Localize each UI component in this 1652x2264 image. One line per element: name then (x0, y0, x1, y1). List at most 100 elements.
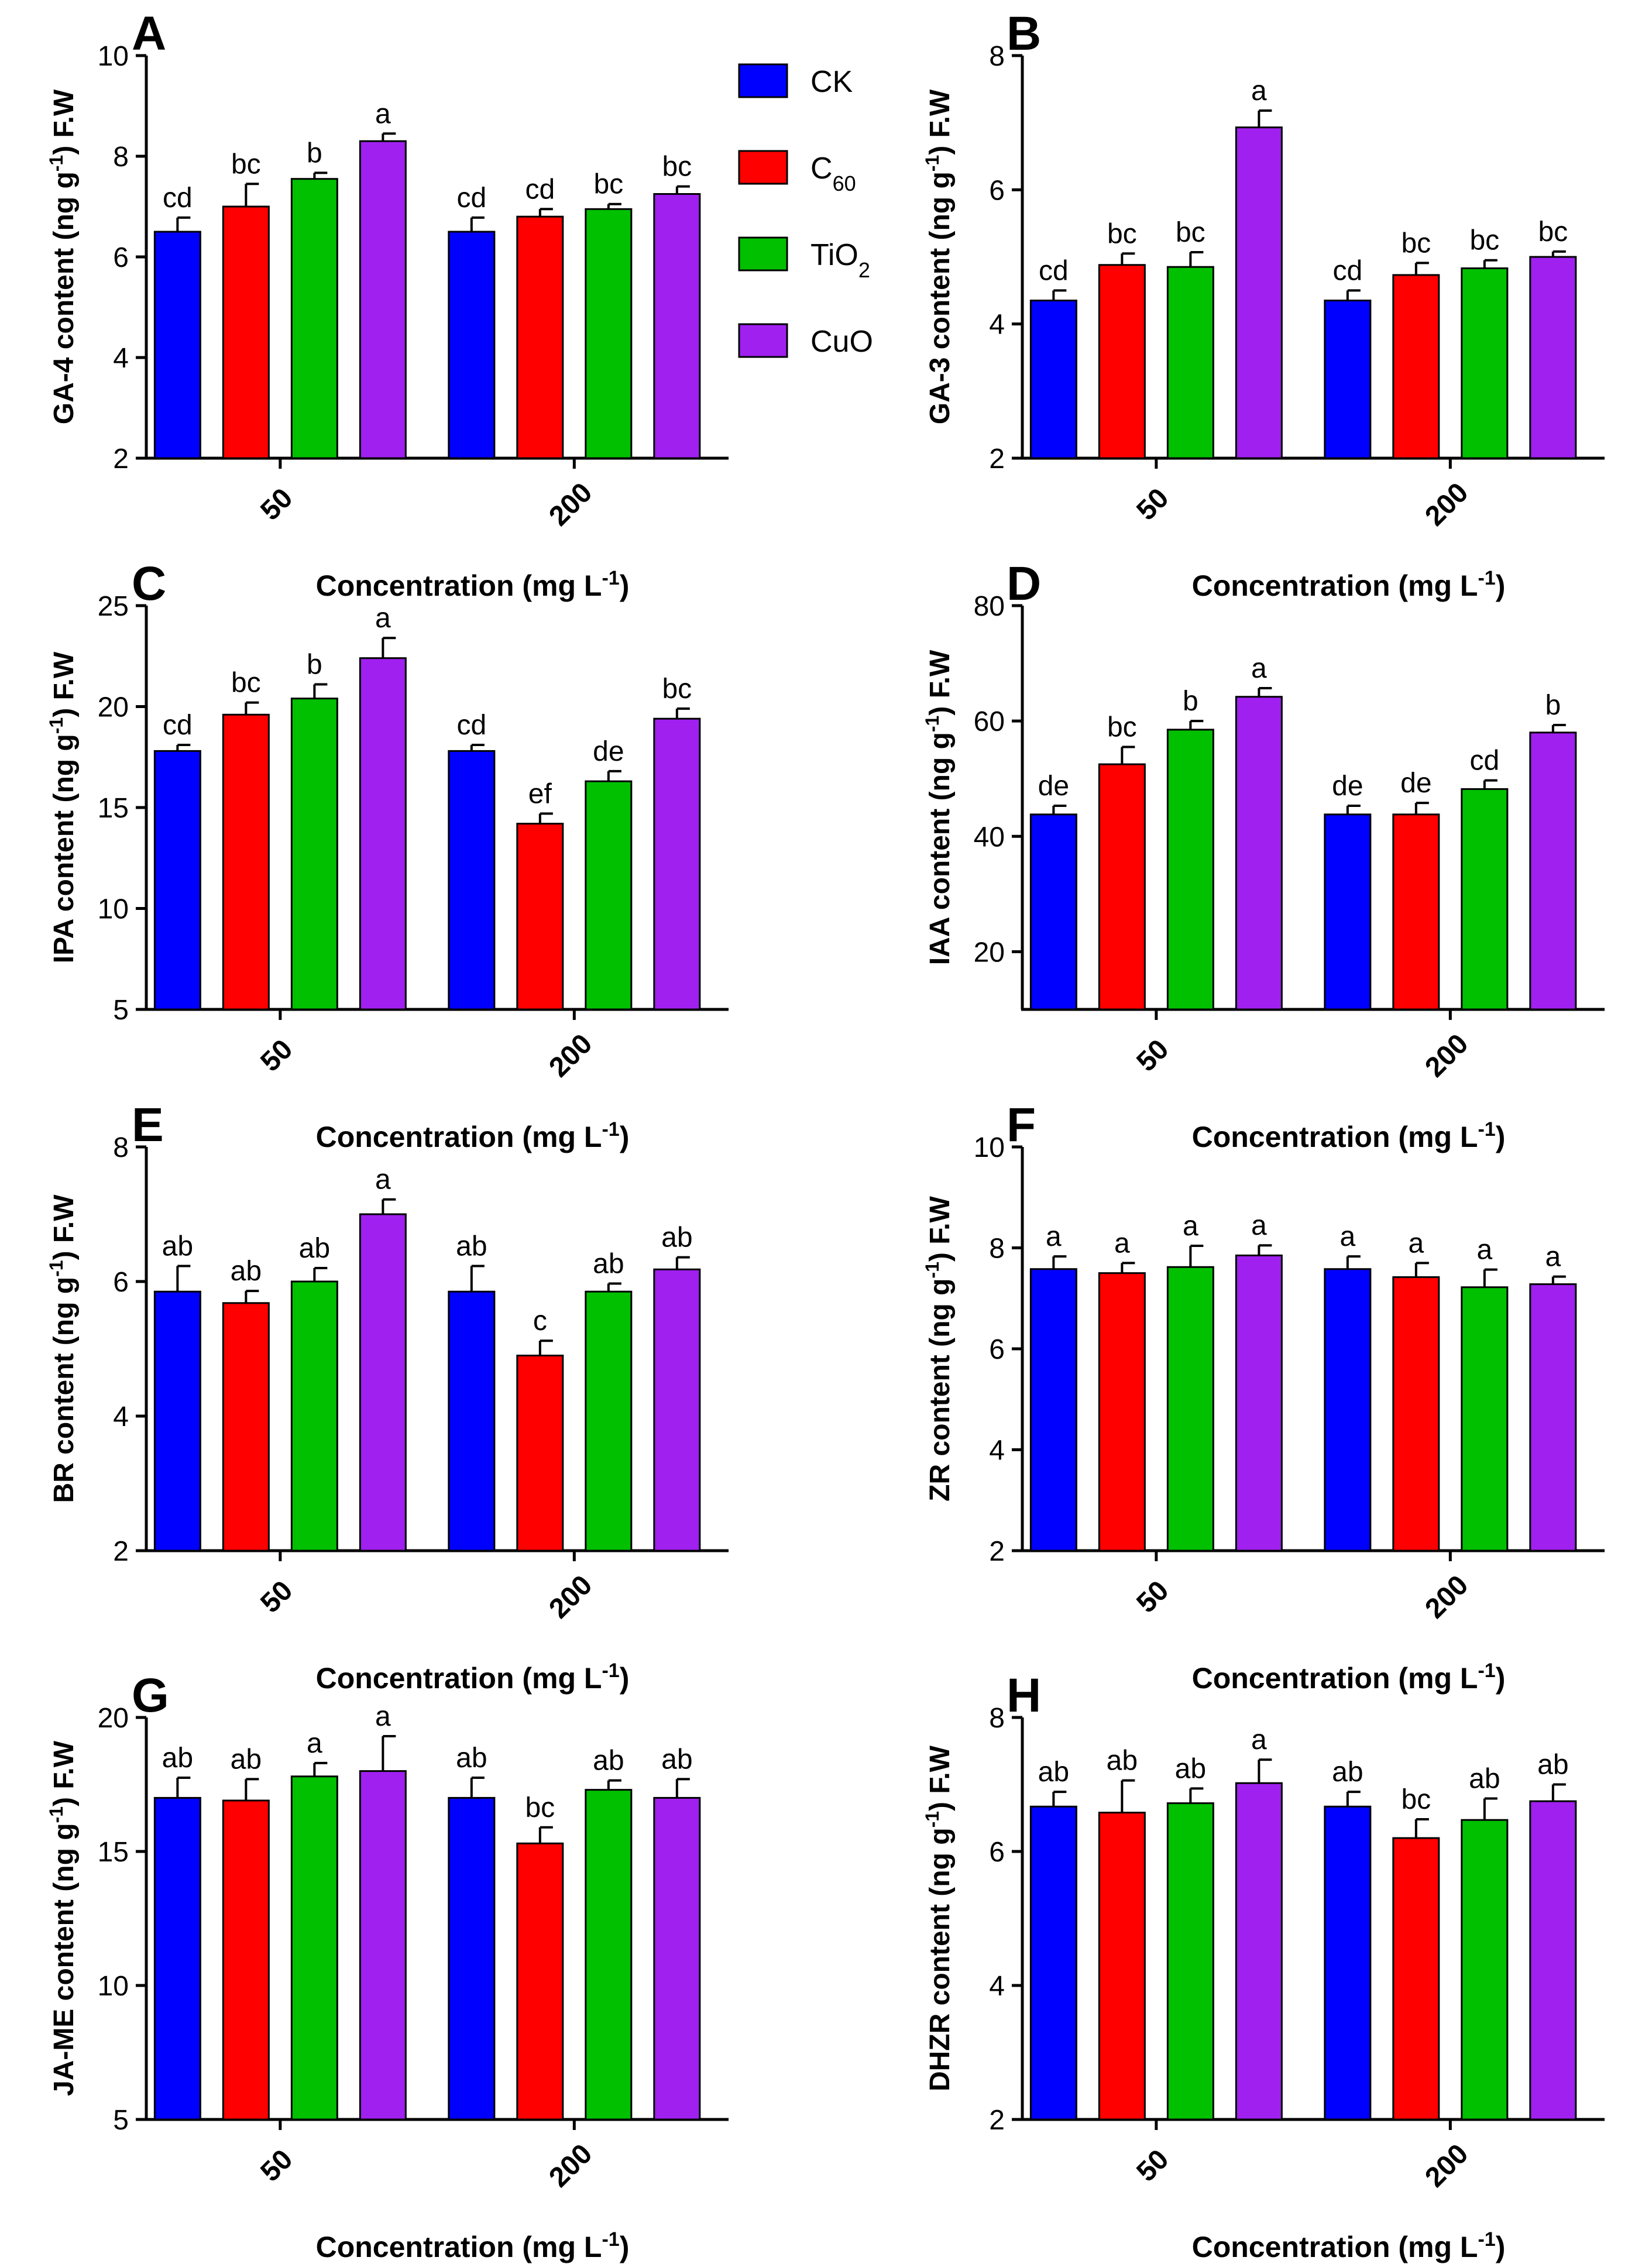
bar (1324, 813, 1372, 1011)
y-tick-label: 60 (974, 706, 1005, 737)
bar (153, 1290, 201, 1552)
x-axis-label: Concentration (mg L-1) (1192, 1118, 1506, 1153)
y-axis-label: BR content (ng g-1) F.W (46, 1194, 80, 1503)
significance-letter: a (1251, 75, 1267, 106)
significance-letter: b (307, 650, 322, 681)
y-tick-label: 15 (98, 1837, 129, 1868)
y-tick-label: 6 (989, 1837, 1005, 1868)
bar (448, 231, 496, 459)
bar (448, 750, 496, 1011)
bar (516, 1842, 564, 2121)
panel-h: 2 4 6 8 DHZR content (ng g-1) F.W Concentrati… (922, 1669, 1605, 2263)
y-tick-label: 20 (974, 937, 1005, 968)
significance-letter: ab (1175, 1753, 1206, 1784)
y-axis-label: IPA content (ng g-1) F.W (46, 651, 80, 963)
y-axis-label: DHZR content (ng g-1) F.W (922, 1745, 956, 2091)
significance-letter: b (1545, 690, 1561, 721)
panel-letter: G (132, 1669, 169, 1722)
panel-letter: F (1007, 1098, 1036, 1152)
significance-letter: de (593, 736, 624, 767)
significance-letter: cd (1332, 255, 1362, 286)
significance-letter: a (1183, 1211, 1198, 1242)
significance-letter: ab (661, 1744, 692, 1775)
significance-letter: cd (456, 183, 486, 214)
y-tick-label: 2 (989, 2105, 1005, 2136)
bar (290, 698, 338, 1011)
bar (516, 215, 564, 459)
bar (448, 1796, 496, 2121)
panel-g: 5 10 15 20 JA-ME content (ng g-1) F.W Concent… (46, 1669, 729, 2263)
significance-letter: a (1476, 1235, 1492, 1266)
y-tick-label: 6 (113, 242, 129, 273)
y-tick-label: 2 (989, 1536, 1005, 1567)
y-axis-label: ZR content (ng g-1) F.W (922, 1195, 956, 1501)
panel-e: 2 4 6 8 BR content (ng g-1) F.W Concentration… (46, 1098, 729, 1695)
significance-letter: bc (1107, 712, 1137, 743)
panel-letter: D (1007, 557, 1041, 610)
panel-letter: H (1007, 1669, 1041, 1722)
significance-letter: ab (593, 1746, 624, 1777)
bar (1324, 300, 1372, 459)
bar (290, 1775, 338, 2121)
significance-letter: bc (231, 668, 261, 699)
y-tick-label: 2 (113, 444, 129, 475)
significance-letter: a (375, 98, 391, 129)
bar (653, 1268, 701, 1552)
bar (1461, 1286, 1509, 1552)
y-tick-label: 4 (989, 310, 1005, 341)
significance-letter: b (307, 138, 322, 169)
bar (1461, 788, 1509, 1011)
legend-swatch (738, 236, 788, 272)
bar (585, 1789, 633, 2121)
panel-letter: A (132, 7, 166, 60)
y-tick-label: 20 (98, 692, 129, 723)
significance-letter: bc (1401, 1784, 1431, 1815)
x-tick-label: 200 (543, 477, 598, 532)
bar (1235, 696, 1283, 1011)
bar (222, 1302, 270, 1552)
bar (222, 1799, 270, 2121)
bar (585, 1290, 633, 1552)
x-tick-label: 50 (255, 1033, 298, 1077)
x-tick-label: 200 (1419, 2138, 1474, 2193)
significance-letter: ab (162, 1743, 193, 1774)
significance-letter: ab (593, 1248, 624, 1279)
x-tick-label: 50 (255, 482, 298, 526)
legend-swatch (738, 63, 788, 98)
x-tick-label: 50 (1131, 1033, 1174, 1077)
panel-c: 5 10 15 20 25 IPA content (ng g-1) F.W Concent… (46, 557, 729, 1153)
bar (1166, 1266, 1214, 1552)
bar (516, 823, 564, 1011)
bar (359, 657, 407, 1011)
x-axis-label: Concentration (mg L-1) (316, 2228, 630, 2263)
bar (1166, 266, 1214, 459)
x-tick-label: 200 (543, 2138, 598, 2193)
significance-letter: a (1545, 1242, 1561, 1273)
bar (1098, 763, 1146, 1011)
x-tick-label: 200 (1419, 477, 1474, 532)
significance-letter: ab (1537, 1750, 1568, 1781)
y-axis-label: GA-4 content (ng g-1) F.W (46, 89, 80, 424)
y-tick-label: 6 (989, 175, 1005, 206)
significance-letter: b (1183, 686, 1198, 717)
significance-letter: ab (231, 1744, 262, 1775)
bar (1392, 274, 1440, 459)
bar (1529, 731, 1577, 1011)
y-tick-label: 10 (98, 1971, 129, 2002)
x-tick-label: 50 (1131, 1575, 1174, 1619)
y-tick-label: 20 (98, 1703, 129, 1734)
significance-letter: ab (231, 1256, 262, 1287)
x-axis-label: Concentration (mg L-1) (316, 1118, 630, 1153)
y-tick-label: 80 (974, 591, 1005, 622)
y-tick-label: 8 (989, 1703, 1005, 1734)
significance-letter: ab (1107, 1746, 1138, 1777)
y-tick-label: 6 (989, 1334, 1005, 1365)
y-tick-label: 10 (974, 1132, 1005, 1163)
y-tick-label: 5 (113, 2105, 129, 2136)
significance-letter: bc (1176, 217, 1205, 248)
panel-d: 20 40 60 80 IAA content (ng g-1) F.W Concentr… (922, 557, 1605, 1153)
significance-letter: bc (231, 149, 261, 180)
y-tick-label: 5 (113, 995, 129, 1026)
bar (1461, 1819, 1509, 2121)
